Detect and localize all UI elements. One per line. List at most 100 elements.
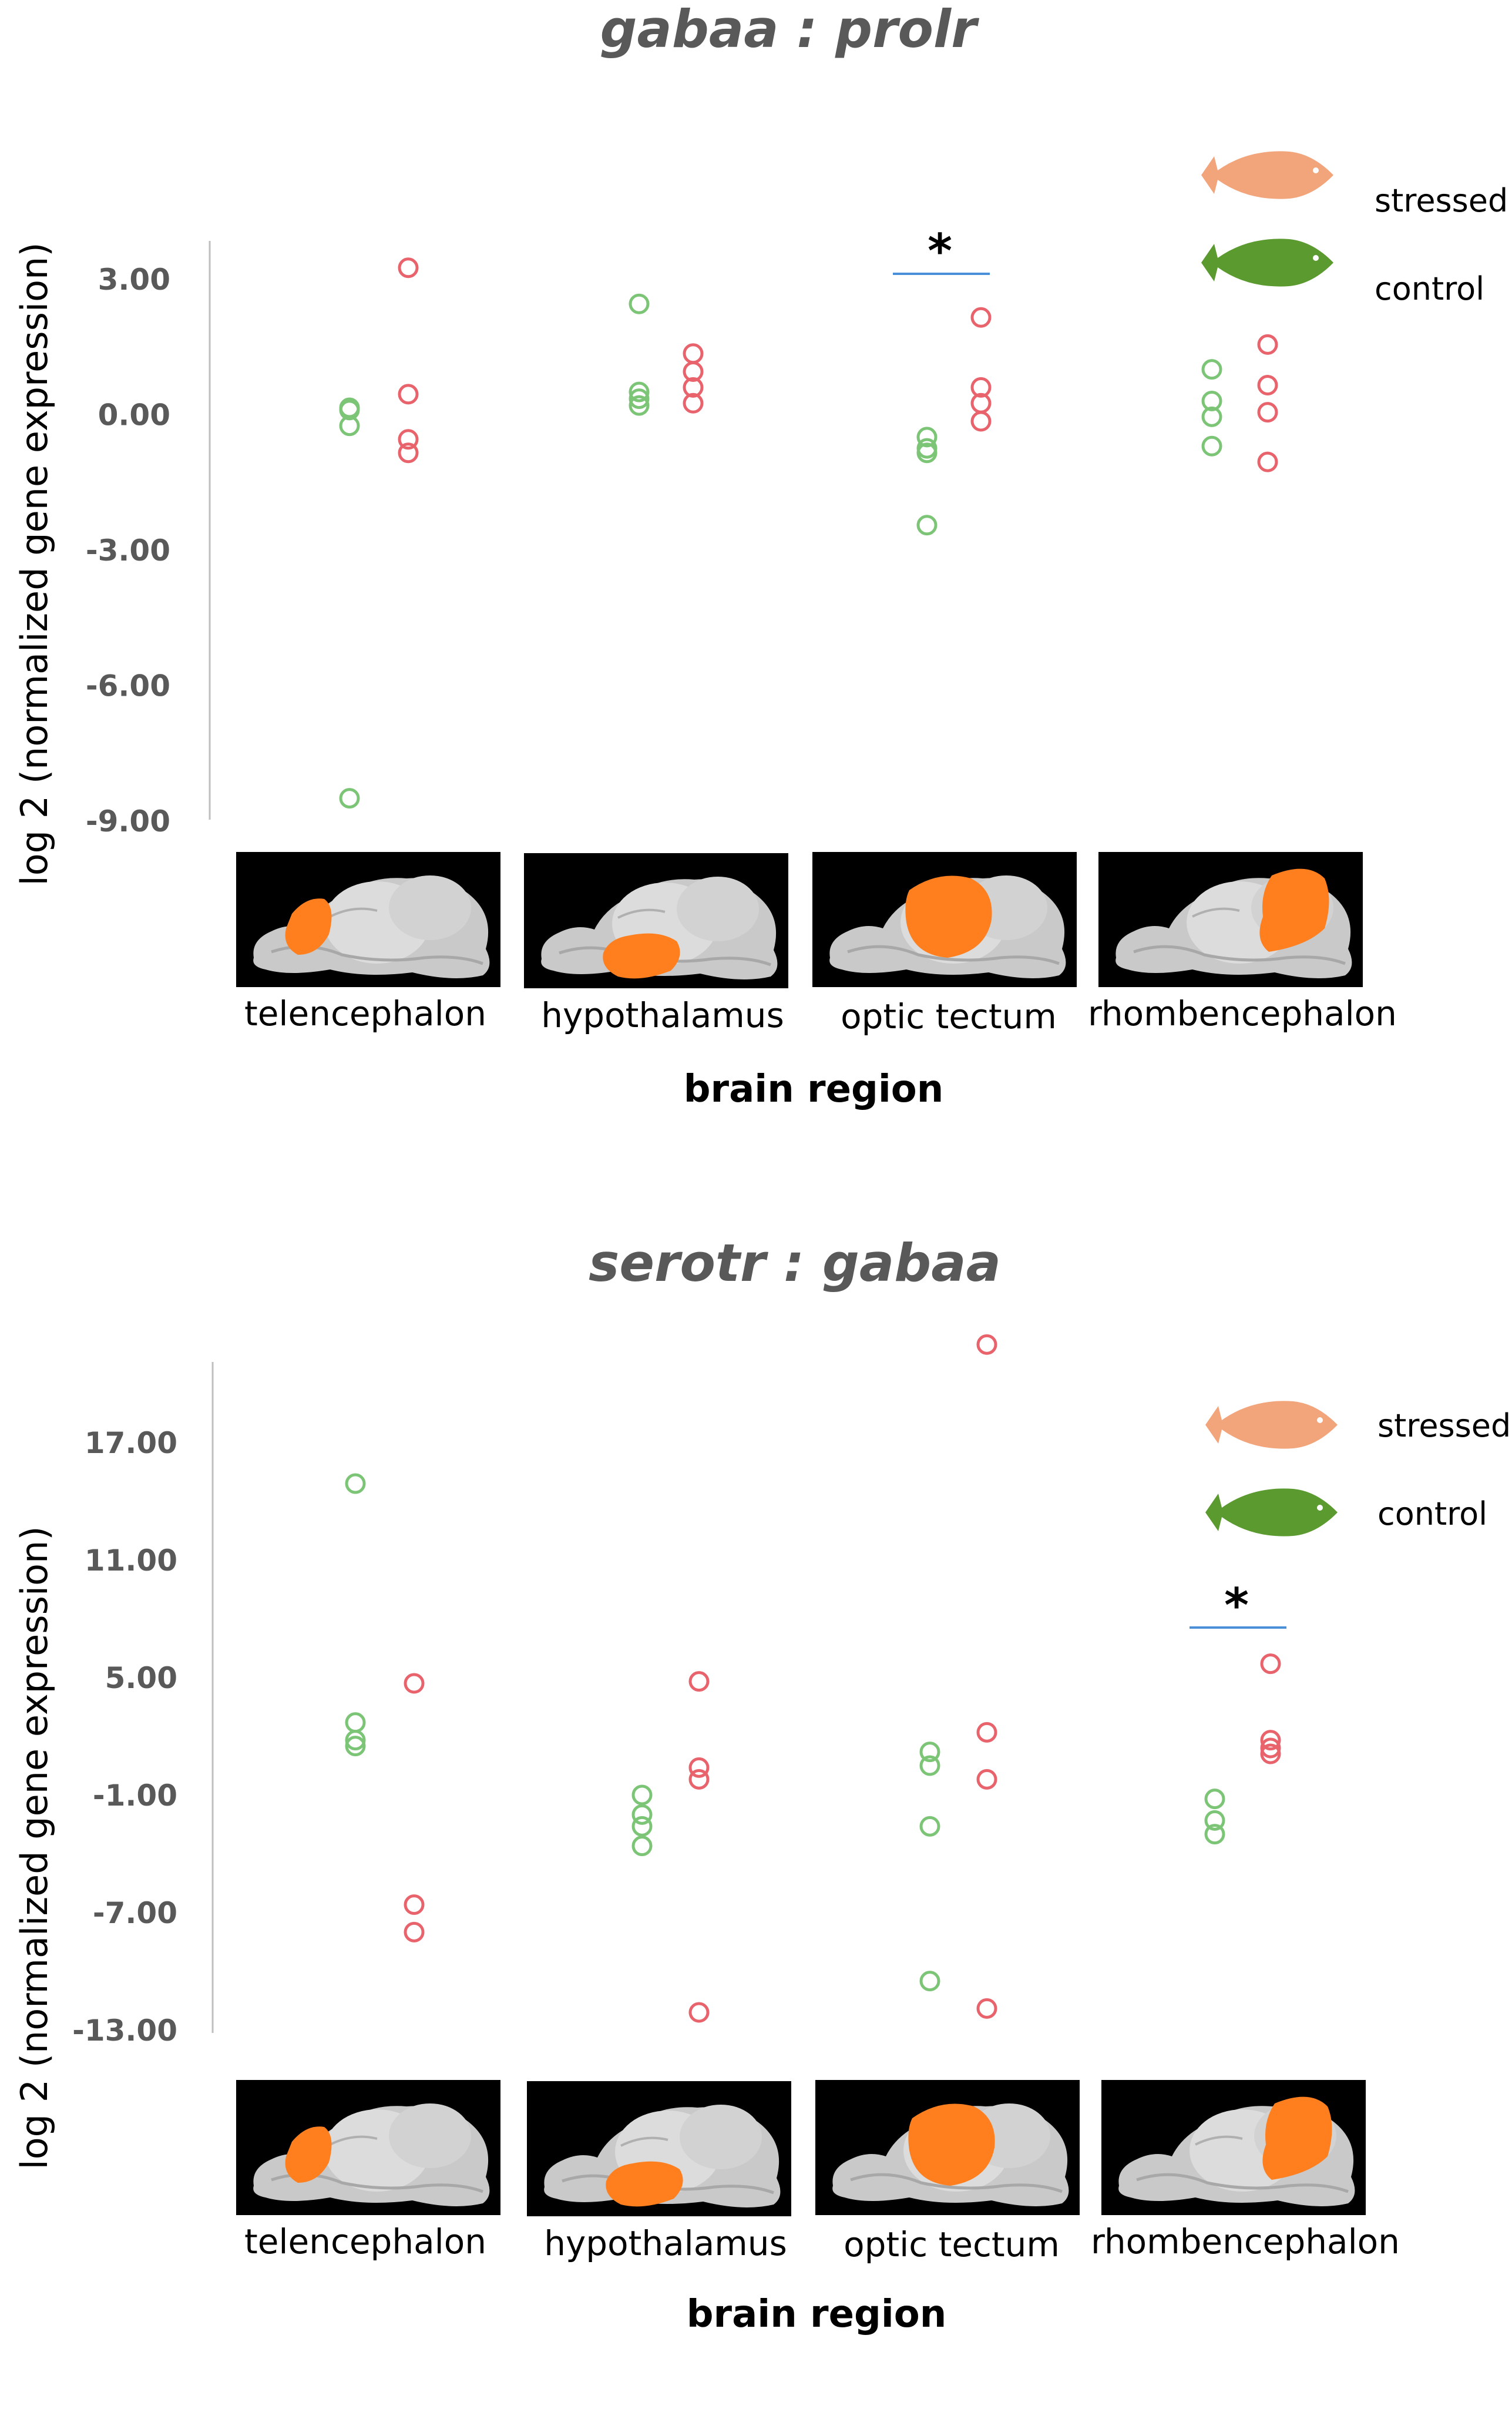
chart-title: serotr : gabaa [589, 1234, 1001, 1293]
y-tick-label: -13.00 [72, 2014, 177, 2048]
chart-title: gabaa : prolr [600, 0, 979, 59]
data-points [345, 1334, 1281, 2023]
x-axis-label: brain region [684, 1068, 944, 1111]
control-data-point [345, 1473, 366, 1494]
rhombencephalon-highlight [1259, 868, 1329, 952]
control-data-point [339, 415, 360, 437]
stressed-data-point [688, 1757, 710, 1778]
telencephalon-highlight [285, 898, 332, 955]
stressed-data-point [970, 411, 992, 432]
stressed-data-point [688, 2002, 710, 2023]
stressed-data-point [398, 429, 419, 450]
control-data-point [631, 1784, 653, 1806]
stressed-data-point [683, 392, 704, 414]
data-points [339, 257, 1278, 809]
stressed-data-point [976, 1769, 997, 1790]
chart-panel-gabaa-prolr: gabaa : prolr log 2 (normalized gene exp… [0, 0, 1512, 1175]
brain-image-hypothalamus [527, 2081, 791, 2216]
brain-image-optic-tectum [815, 2080, 1080, 2215]
optic-tectum-highlight [905, 875, 992, 958]
optic-tectum-highlight [908, 2103, 995, 2186]
stressed-data-point [1257, 375, 1278, 396]
stressed-data-point [404, 1894, 425, 1915]
region-label-rhombencephalon: rhombencephalon [1091, 2222, 1400, 2262]
control-data-point [629, 293, 650, 314]
legend-control-label: control [1377, 1495, 1487, 1532]
control-data-point [919, 1971, 940, 1992]
stressed-data-point [404, 1673, 425, 1694]
brain-image-telencephalon [236, 852, 500, 987]
control-data-point [339, 788, 360, 809]
y-tick-label: 11.00 [85, 1544, 177, 1578]
control-data-point [1204, 1789, 1225, 1810]
region-label-optic-tectum: optic tectum [841, 997, 1057, 1036]
control-data-point [629, 381, 650, 402]
chart-svg: gabaa : prolr log 2 (normalized gene exp… [13, 0, 1508, 1111]
region-label-hypothalamus: hypothalamus [544, 2223, 787, 2263]
control-data-point [339, 400, 360, 421]
legend: stressed control [1201, 151, 1508, 307]
control-fish-icon [1205, 1488, 1338, 1536]
stressed-data-point [688, 1671, 710, 1692]
control-data-point [916, 427, 938, 448]
control-data-point [631, 1816, 653, 1837]
region-label-rhombencephalon: rhombencephalon [1088, 994, 1397, 1034]
control-data-point [919, 1755, 940, 1776]
region-label-hypothalamus: hypothalamus [541, 995, 784, 1035]
y-tick-label: 5.00 [105, 1661, 177, 1695]
brain-image-rhombencephalon [1098, 852, 1363, 987]
telencephalon-highlight [285, 2126, 332, 2183]
y-tick-label: 3.00 [98, 263, 170, 297]
y-tick-label: -3.00 [86, 534, 170, 568]
stressed-data-point [1257, 402, 1278, 423]
brain-image-hypothalamus [524, 853, 788, 988]
region-labels: telencephalon hypothalamus optic tectum … [244, 2222, 1400, 2264]
stressed-data-point [1260, 1743, 1281, 1764]
stressed-data-point [1257, 334, 1278, 355]
y-tick-label: -7.00 [93, 1896, 177, 1930]
legend: stressed control [1205, 1401, 1511, 1536]
control-data-point [919, 1742, 940, 1763]
brain-image-rhombencephalon [1101, 2080, 1366, 2215]
y-tick-label: -9.00 [86, 804, 170, 838]
brain-image-optic-tectum [812, 852, 1077, 987]
rhombencephalon-highlight [1262, 2096, 1332, 2180]
stressed-data-point [398, 257, 419, 279]
y-tick-label: -6.00 [86, 669, 170, 703]
y-tick-label: 17.00 [85, 1426, 177, 1460]
control-data-point [1204, 1810, 1225, 1831]
significance-star: * [1224, 1578, 1249, 1633]
y-tick-label: 0.00 [98, 398, 170, 432]
control-data-point [919, 1816, 940, 1837]
control-data-point [1201, 359, 1222, 380]
stressed-data-point [1260, 1730, 1281, 1751]
stressed-data-point [1260, 1737, 1281, 1759]
control-data-point [916, 442, 938, 464]
y-tick-label: -1.00 [93, 1779, 177, 1813]
control-data-point [1201, 435, 1222, 457]
stressed-data-point [1257, 451, 1278, 472]
region-labels: telencephalon hypothalamus optic tectum … [244, 994, 1397, 1036]
stressed-data-point [404, 1921, 425, 1942]
hypothalamus-highlight [606, 2161, 683, 2207]
stressed-data-point [976, 1998, 997, 2019]
control-data-point [345, 1712, 366, 1733]
legend-stressed-label: stressed [1375, 182, 1508, 219]
control-data-point [916, 515, 938, 536]
control-data-point [631, 1804, 653, 1825]
y-axis-ticks: 17.00 11.00 5.00 -1.00 -7.00 -13.00 [72, 1426, 177, 2048]
control-data-point [629, 395, 650, 416]
legend-control-label: control [1375, 270, 1484, 307]
stressed-data-point [970, 307, 992, 328]
region-label-telencephalon: telencephalon [244, 2222, 486, 2262]
brain-image-telencephalon [236, 2080, 500, 2215]
stressed-data-point [398, 384, 419, 405]
control-data-point [629, 388, 650, 410]
y-axis-label: log 2 (normalized gene expression) [13, 1526, 56, 2169]
stressed-data-point [976, 1722, 997, 1743]
significance-star: * [928, 224, 952, 279]
stressed-data-point [683, 377, 704, 398]
control-data-point [345, 1730, 366, 1751]
stressed-data-point [970, 377, 992, 398]
region-label-optic-tectum: optic tectum [844, 2225, 1060, 2264]
